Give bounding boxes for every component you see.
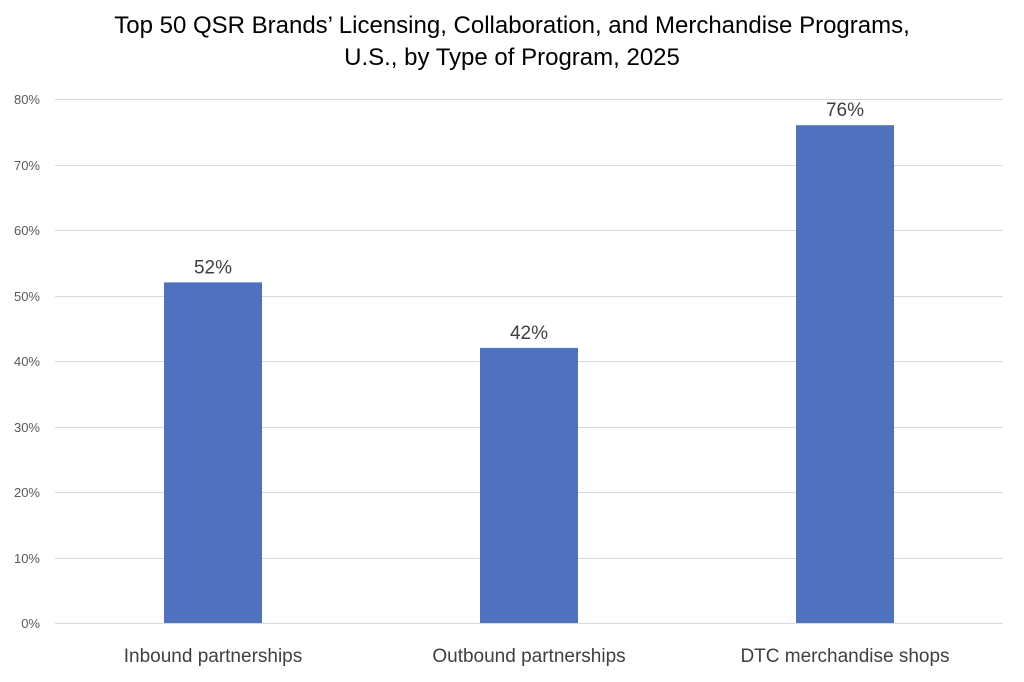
y-tick-label-0: 0% xyxy=(21,616,40,631)
y-tick-label-10: 10% xyxy=(14,551,40,566)
category-label-2: Outbound partnerships xyxy=(432,646,625,667)
bar-1 xyxy=(164,282,262,623)
y-tick-label-80: 80% xyxy=(14,92,40,107)
y-tick-label-50: 50% xyxy=(14,289,40,304)
data-label-3: 76% xyxy=(826,100,864,121)
chart-title: Top 50 QSR Brands’ Licensing, Collaborat… xyxy=(0,10,1024,74)
category-label-1: Inbound partnerships xyxy=(124,646,303,667)
bar-2 xyxy=(480,347,578,623)
y-tick-label-40: 40% xyxy=(14,354,40,369)
bar-3 xyxy=(796,125,894,623)
chart-title-line-2: U.S., by Type of Program, 2025 xyxy=(344,44,680,71)
y-tick-label-30: 30% xyxy=(14,420,40,435)
category-label-3: DTC merchandise shops xyxy=(740,646,949,667)
y-tick-label-20: 20% xyxy=(14,485,40,500)
data-label-2: 42% xyxy=(510,323,548,344)
y-tick-label-60: 60% xyxy=(14,223,40,238)
y-tick-label-70: 70% xyxy=(14,158,40,173)
data-label-1: 52% xyxy=(194,257,232,278)
chart-title-line-1: Top 50 QSR Brands’ Licensing, Collaborat… xyxy=(114,12,910,39)
